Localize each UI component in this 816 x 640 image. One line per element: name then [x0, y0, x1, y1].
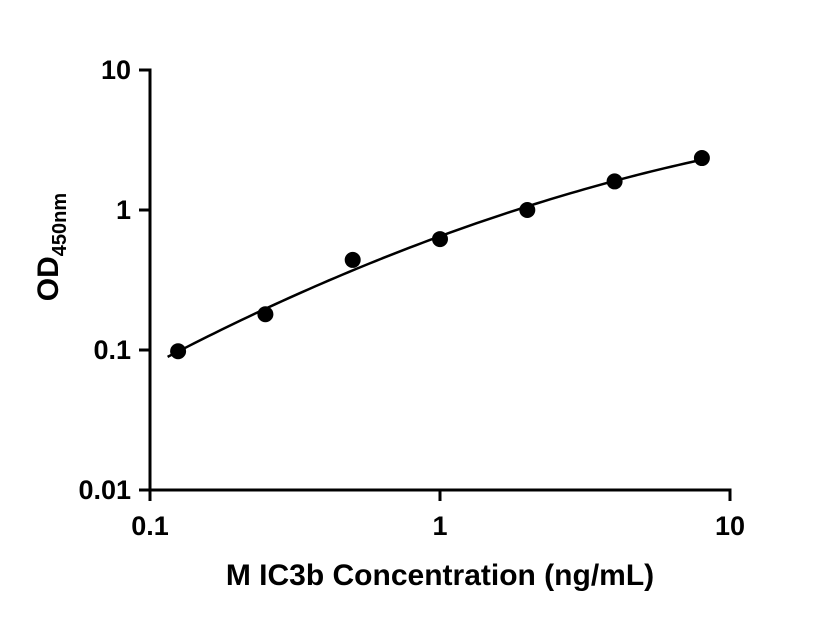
- data-point: [519, 202, 536, 218]
- data-point: [432, 231, 448, 248]
- x-tick-label: 1: [432, 511, 447, 541]
- y-axis-title-subscript: 450nm: [49, 193, 71, 256]
- y-axis-title: OD450nm: [32, 193, 71, 301]
- data-point: [693, 150, 710, 167]
- y-tick-label: 0.1: [93, 335, 131, 365]
- data-point: [344, 251, 361, 268]
- y-tick-label: 0.01: [78, 475, 131, 505]
- y-axis-title-main: OD: [32, 256, 65, 301]
- data-point: [170, 343, 187, 360]
- fit-curve: [167, 157, 706, 359]
- data-point: [257, 306, 274, 323]
- data-point: [606, 173, 623, 190]
- x-tick-label: 10: [715, 511, 745, 541]
- y-tick-label: 10: [101, 55, 131, 85]
- x-axis-title: M IC3b Concentration (ng/mL): [226, 559, 654, 592]
- x-tick-label: 0.1: [131, 511, 169, 541]
- y-tick-label: 1: [116, 195, 131, 225]
